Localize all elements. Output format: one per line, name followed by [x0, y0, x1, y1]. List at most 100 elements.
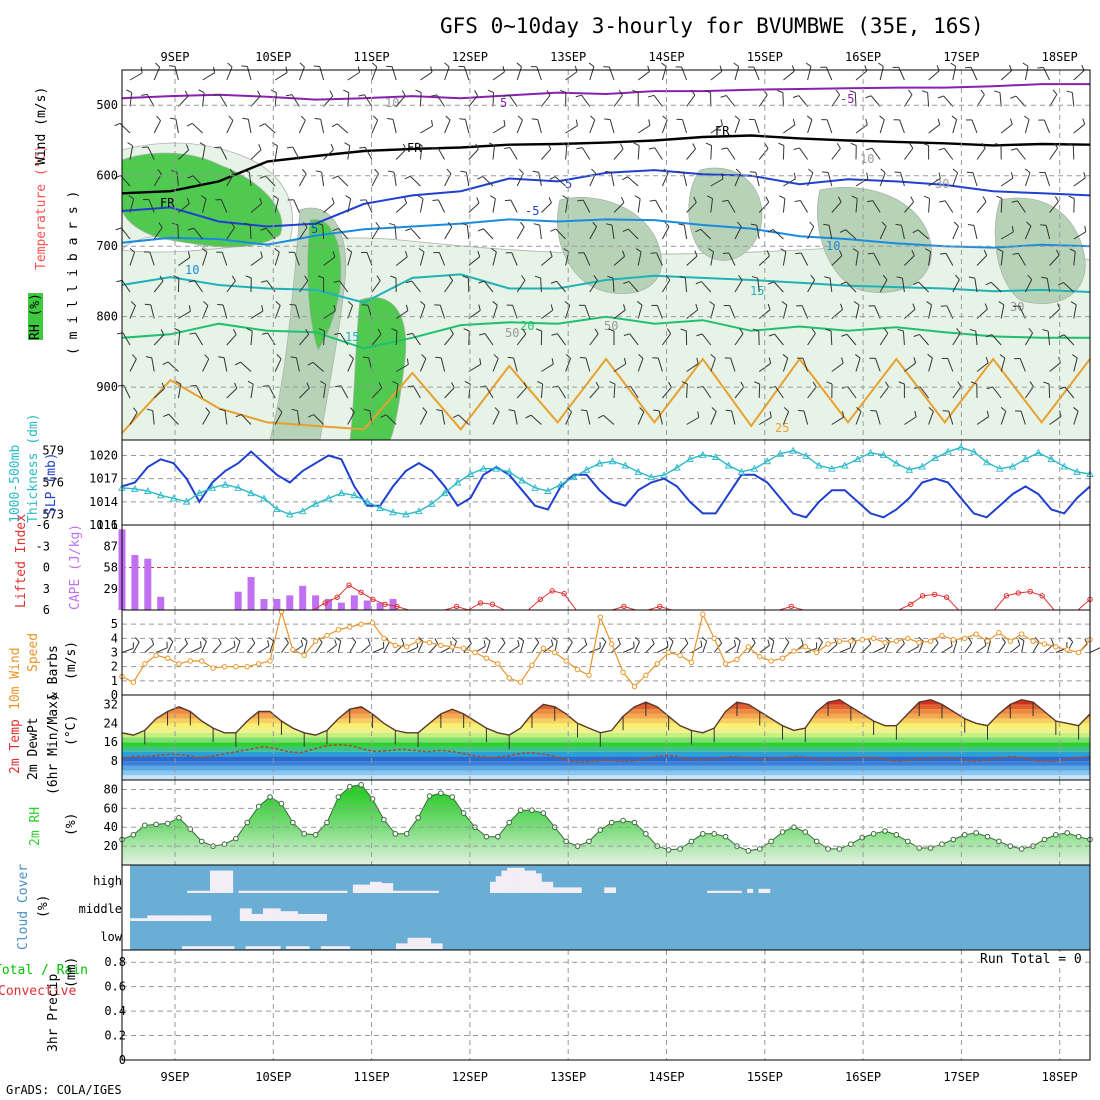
wind-barb-flag	[160, 329, 165, 335]
wind-barb	[582, 199, 591, 213]
cloud-cell	[570, 887, 577, 893]
wind-barb	[177, 384, 182, 399]
wind-barb	[194, 332, 204, 346]
wind-barb-flag	[983, 249, 988, 256]
cloud-cell	[427, 890, 434, 893]
wind-barb	[661, 119, 668, 134]
wind-barb	[555, 228, 566, 240]
thickness-marker	[1008, 462, 1017, 470]
wind-barb-flag	[750, 223, 757, 226]
wind-barb	[458, 414, 470, 425]
wind-speed-marker	[164, 655, 171, 661]
wind-barb-flag	[503, 94, 510, 97]
wind-barb	[727, 200, 736, 213]
wind-tick: 5	[111, 617, 118, 631]
wind-barb	[799, 200, 809, 213]
wind-barb	[1000, 198, 1003, 213]
wind-barb-flag	[233, 640, 236, 647]
rh-marker	[643, 831, 649, 837]
wind-barb-flag	[810, 274, 815, 281]
wind-speed-marker	[1041, 641, 1048, 647]
wind-barb-flag	[1000, 407, 1007, 412]
rh-marker	[438, 790, 444, 797]
wind-barb	[682, 172, 688, 187]
wind-barb-flag	[407, 385, 414, 388]
wind-barb-flag	[722, 252, 729, 254]
rh-marker	[153, 821, 159, 828]
wind-barb	[782, 358, 789, 372]
wind-barb-flag	[784, 637, 790, 643]
wind-barb-flag	[304, 275, 309, 282]
wind-barb-flag	[648, 147, 655, 150]
rh-marker	[164, 820, 171, 827]
wind-barb-flag	[623, 304, 626, 311]
wind-barb-flag	[849, 90, 856, 93]
li-marker	[931, 591, 938, 598]
wind-barb-flag	[348, 354, 354, 360]
wind-barb-flag	[653, 409, 660, 412]
rh-marker	[1041, 836, 1048, 843]
x-tick-bottom: 15SEP	[747, 1070, 783, 1084]
wind-barb	[419, 358, 427, 372]
wind-barb	[323, 256, 336, 266]
wind-barb	[828, 225, 833, 240]
rh-marker	[1064, 830, 1071, 836]
wind-barb	[466, 225, 470, 240]
wind-barb	[1045, 225, 1051, 240]
wind-barb-flag	[565, 354, 571, 359]
wind-barb-flag	[749, 171, 756, 173]
wind-barb	[536, 66, 542, 81]
wind-barb-flag	[736, 221, 742, 227]
wind-barb	[637, 411, 645, 425]
wind-barb	[637, 358, 644, 372]
wind-barb	[637, 124, 651, 134]
chart-title: GFS 0~10day 3-hourly for BVUMBWE (35E, 1…	[440, 14, 984, 38]
wind-tick: 1	[111, 674, 118, 688]
wind-barb-flag	[187, 227, 194, 231]
wind-barb	[904, 148, 914, 160]
cloud-cell	[141, 918, 148, 921]
wind-barb	[1047, 331, 1051, 346]
li-marker	[1027, 588, 1033, 595]
wind-barb	[395, 364, 409, 372]
cloud-cell	[291, 946, 299, 949]
contour-label: 15	[750, 284, 764, 298]
wind-barb	[879, 172, 886, 187]
wind-speed-marker	[552, 649, 558, 656]
wind-barb	[463, 642, 472, 653]
wind-barb	[322, 224, 325, 240]
wind-barb	[463, 66, 470, 81]
wind-barb	[178, 310, 191, 319]
wind-barb-flag	[609, 381, 616, 385]
rh2m-unit-label: (%)	[64, 812, 79, 836]
rh-marker	[904, 838, 911, 845]
cloud-cell	[176, 915, 183, 921]
precip-total-label: Total / Rain	[0, 963, 88, 978]
cloud-cell	[193, 915, 200, 921]
wind-barb-flag	[492, 301, 498, 306]
wind-barb	[589, 226, 598, 240]
wind-barb-flag	[970, 381, 977, 385]
cloud-cell	[764, 888, 771, 893]
wind-barb	[807, 66, 812, 81]
wind-barb	[710, 145, 713, 160]
temp-tick: 24	[104, 716, 118, 730]
wind-barb-flag	[332, 227, 339, 231]
wind-barb-flag	[768, 357, 772, 364]
wind-barb	[120, 227, 131, 240]
wind-barb	[613, 255, 625, 266]
rh-shading	[349, 297, 407, 441]
wind-barb-flag	[684, 637, 689, 644]
wind-barb	[250, 256, 263, 266]
cloud-cell	[215, 870, 222, 893]
wind-speed-marker	[939, 632, 945, 639]
wind-barb	[320, 119, 325, 134]
wind-barb-flag	[374, 168, 379, 174]
li-marker	[322, 600, 328, 606]
wind-barb	[371, 120, 379, 134]
wind-barb-flag	[201, 248, 208, 253]
wind-barb	[565, 411, 572, 425]
wind-barb-flag	[753, 381, 760, 385]
rh-marker	[677, 846, 683, 852]
